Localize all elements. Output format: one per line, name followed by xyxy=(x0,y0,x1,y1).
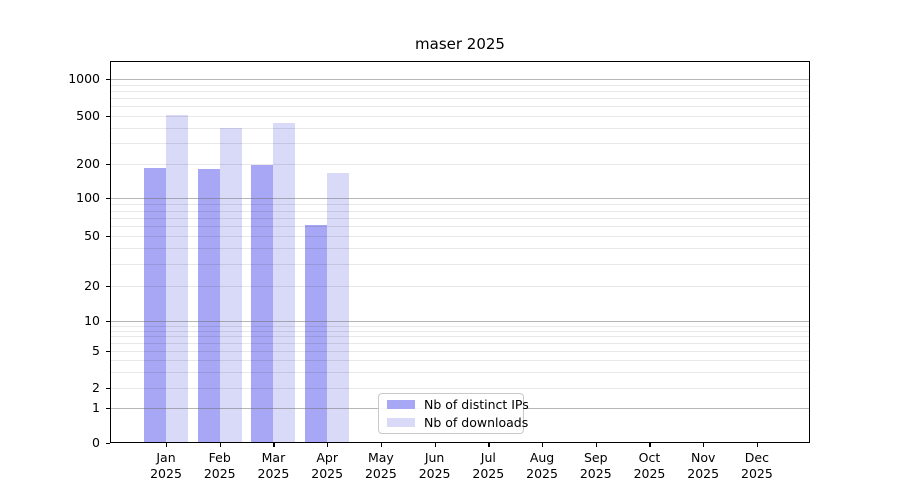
x-tick-mark xyxy=(327,443,329,447)
y-tick-mark xyxy=(106,236,110,238)
y-tick-mark xyxy=(106,286,110,288)
bar-downloads-jan xyxy=(166,115,188,442)
legend-item-downloads: Nb of downloads xyxy=(387,415,528,430)
y-tick-label: 500 xyxy=(76,108,100,123)
y-tick-label: 200 xyxy=(76,156,100,172)
minor-gridline xyxy=(111,218,809,219)
minor-gridline xyxy=(111,143,809,144)
legend: Nb of distinct IPs Nb of downloads xyxy=(378,393,529,434)
legend-label-downloads: Nb of downloads xyxy=(424,415,529,430)
minor-gridline xyxy=(111,116,809,117)
y-tick-mark xyxy=(106,321,110,323)
y-tick-mark xyxy=(106,116,110,118)
y-tick-label: 1000 xyxy=(68,71,100,87)
legend-swatch-downloads xyxy=(387,418,415,427)
x-tick-mark xyxy=(703,443,705,447)
x-tick-label-jan: Jan 2025 xyxy=(150,450,182,481)
y-tick-mark xyxy=(106,443,110,445)
minor-gridline xyxy=(111,164,809,165)
x-tick-label-may: May 2025 xyxy=(364,450,397,481)
minor-gridline xyxy=(111,360,809,361)
x-tick-label-oct: Oct 2025 xyxy=(633,450,666,481)
x-tick-mark xyxy=(273,443,275,447)
x-tick-label-mar: Mar 2025 xyxy=(257,450,290,481)
minor-gridline xyxy=(111,286,809,287)
x-tick-mark xyxy=(380,443,383,447)
y-tick-label: 20 xyxy=(84,278,100,293)
x-tick-label-dec: Dec 2025 xyxy=(741,450,773,481)
bar-distinct-ips-jan xyxy=(144,168,166,442)
minor-gridline xyxy=(111,106,809,107)
y-tick-mark xyxy=(106,351,110,353)
bar-downloads-apr xyxy=(327,173,350,442)
minor-gridline xyxy=(111,91,809,92)
x-tick-mark xyxy=(756,443,759,447)
bar-downloads-mar xyxy=(273,122,296,442)
minor-gridline xyxy=(111,343,809,344)
minor-gridline xyxy=(111,351,809,352)
x-tick-label-aug: Aug 2025 xyxy=(526,450,558,481)
minor-gridline xyxy=(111,388,809,389)
x-tick-mark xyxy=(166,443,168,447)
minor-gridline xyxy=(111,264,809,265)
y-tick-mark xyxy=(106,79,110,81)
x-tick-mark xyxy=(434,443,436,447)
x-tick-mark xyxy=(542,443,544,447)
x-tick-label-jul: Jul 2025 xyxy=(472,450,505,481)
minor-gridline xyxy=(111,331,809,332)
x-tick-label-apr: Apr 2025 xyxy=(311,450,344,481)
x-tick-label-jun: Jun 2025 xyxy=(418,450,451,481)
y-tick-label: 2 xyxy=(92,380,100,396)
y-tick-label: 0 xyxy=(92,435,100,451)
y-tick-label: 50 xyxy=(84,228,100,244)
minor-gridline xyxy=(111,211,809,212)
y-tick-mark xyxy=(106,388,110,390)
minor-gridline xyxy=(111,372,809,373)
chart-title: maser 2025 xyxy=(415,35,505,53)
minor-gridline xyxy=(111,85,809,86)
bar-distinct-ips-feb xyxy=(197,168,220,442)
major-gridline xyxy=(111,198,809,199)
y-tick-label: 100 xyxy=(76,190,100,206)
minor-gridline xyxy=(111,128,809,129)
minor-gridline xyxy=(111,204,809,205)
x-tick-mark xyxy=(219,443,221,447)
plot-frame xyxy=(110,61,810,443)
y-tick-label: 5 xyxy=(92,343,100,358)
legend-item-distinct-ips: Nb of distinct IPs xyxy=(387,397,529,412)
x-tick-mark xyxy=(649,443,651,447)
x-tick-label-feb: Feb 2025 xyxy=(203,450,236,481)
major-gridline xyxy=(111,321,809,322)
minor-gridline xyxy=(111,236,809,237)
bar-distinct-ips-apr xyxy=(305,225,328,442)
x-tick-label-sep: Sep 2025 xyxy=(579,450,612,481)
x-tick-label-nov: Nov 2025 xyxy=(687,450,720,481)
y-tick-label: 1 xyxy=(92,400,100,416)
minor-gridline xyxy=(111,326,809,327)
y-tick-mark xyxy=(106,164,110,166)
legend-swatch-distinct-ips xyxy=(387,400,415,409)
y-tick-mark xyxy=(106,198,110,200)
x-tick-mark xyxy=(488,443,490,447)
minor-gridline xyxy=(111,248,809,249)
minor-gridline xyxy=(111,336,809,337)
bar-distinct-ips-mar xyxy=(251,165,274,442)
y-tick-label: 10 xyxy=(84,313,100,328)
minor-gridline xyxy=(111,226,809,227)
legend-label-distinct-ips: Nb of distinct IPs xyxy=(424,397,529,412)
minor-gridline xyxy=(111,98,809,99)
x-tick-mark xyxy=(595,443,597,447)
bar-downloads-feb xyxy=(219,127,242,442)
major-gridline xyxy=(111,79,809,80)
y-tick-mark xyxy=(106,408,110,410)
